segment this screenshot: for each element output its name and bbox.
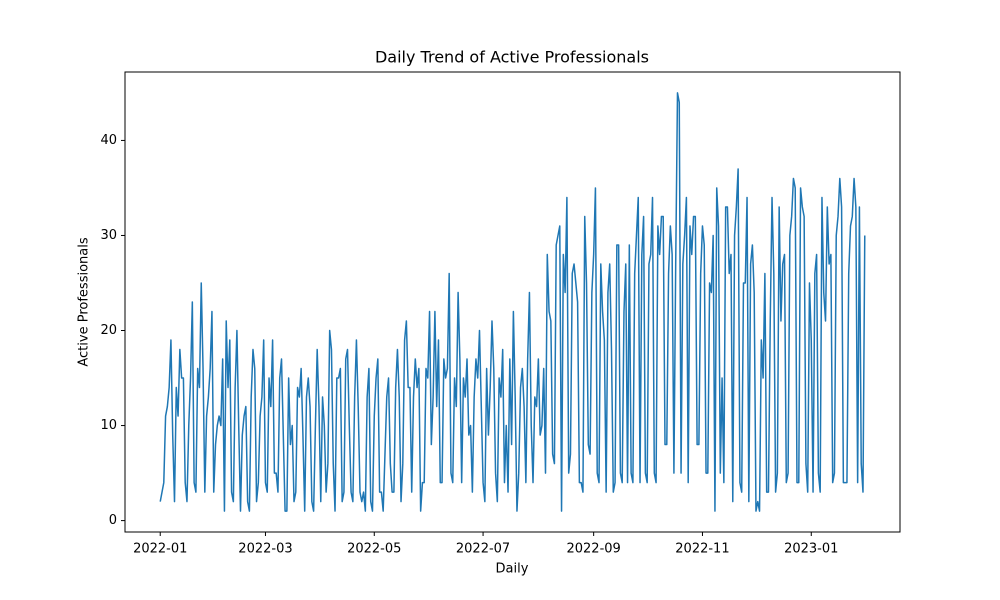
x-tick-label: 2022-11 (675, 542, 729, 557)
x-tick-label: 2022-07 (456, 542, 510, 557)
x-tick-label: 2022-09 (566, 542, 620, 557)
x-tick-label: 2022-03 (238, 542, 292, 557)
y-tick-label: 10 (100, 418, 117, 433)
x-tick-label: 2022-01 (133, 542, 187, 557)
y-tick-label: 0 (109, 513, 117, 528)
chart-title: Daily Trend of Active Professionals (375, 48, 649, 67)
y-tick-label: 20 (100, 323, 117, 338)
plot-frame (124, 71, 901, 533)
y-tick-label: 40 (100, 133, 117, 148)
x-tick-label: 2023-01 (784, 542, 838, 557)
y-tick-label: 30 (100, 228, 117, 243)
data-line (159, 92, 866, 512)
y-axis-label: Active Professionals (77, 237, 92, 366)
x-tick-label: 2022-05 (347, 542, 401, 557)
x-axis-label: Daily (496, 562, 529, 577)
